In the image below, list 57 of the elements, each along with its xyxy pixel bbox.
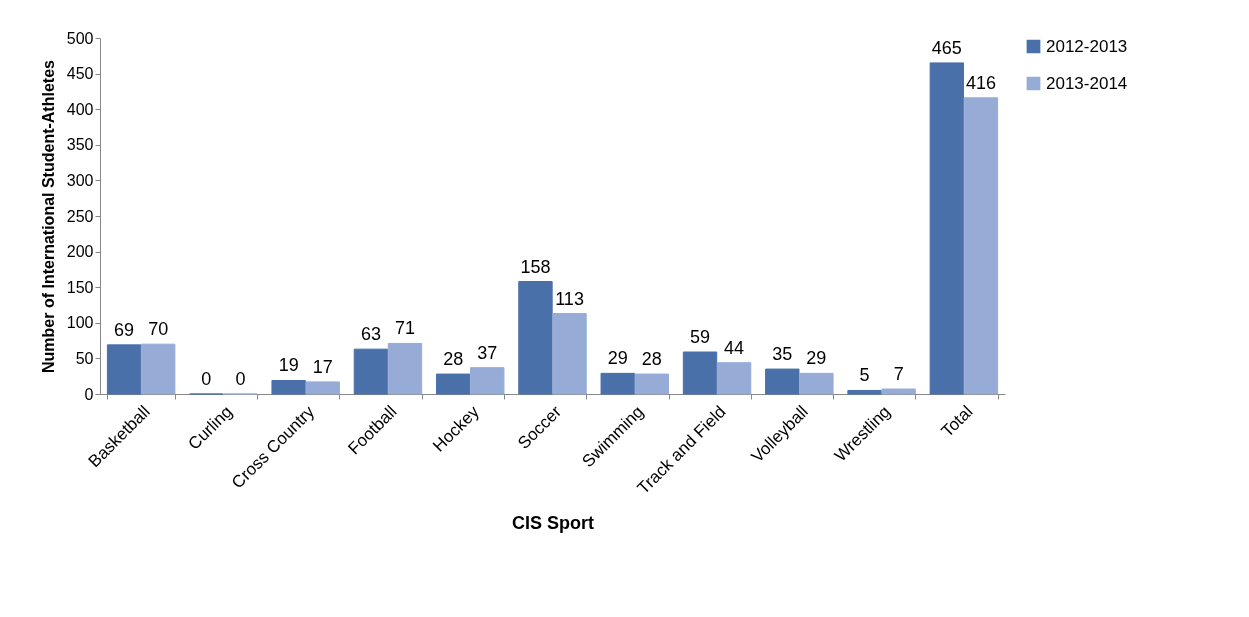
bar — [518, 281, 553, 395]
data-label: 71 — [394, 318, 416, 339]
y-tick-label: 350 — [66, 136, 94, 154]
y-tick-label: 50 — [75, 349, 94, 367]
data-label: 63 — [360, 324, 381, 345]
data-label: 7 — [893, 364, 904, 385]
bar — [682, 351, 718, 395]
data-label: 0 — [201, 369, 212, 389]
y-tick-label: 0 — [84, 385, 94, 403]
bar — [634, 373, 669, 395]
y-tick-label: 250 — [66, 207, 94, 225]
bar — [140, 343, 176, 395]
bar — [436, 373, 471, 395]
bar — [881, 388, 916, 395]
bar — [799, 372, 834, 395]
data-label: 29 — [806, 348, 827, 369]
x-axis-title: CIS Sport — [511, 513, 595, 534]
bar — [387, 342, 423, 395]
y-tick-label: 300 — [66, 171, 94, 189]
data-label: 158 — [520, 256, 551, 277]
legend-label: 2012-2013 — [1046, 36, 1128, 56]
y-tick-label: 100 — [66, 314, 94, 332]
y-tick-label: 400 — [66, 100, 94, 118]
y-tick-label: 200 — [66, 243, 94, 261]
data-label: 69 — [114, 319, 135, 340]
data-label: 44 — [724, 337, 745, 358]
bar — [552, 313, 587, 395]
data-label: 28 — [443, 349, 464, 370]
bar — [470, 367, 505, 395]
data-label: 5 — [859, 365, 870, 386]
bar — [929, 62, 965, 395]
y-tick-label: 150 — [66, 278, 94, 296]
data-label: 37 — [477, 342, 498, 363]
bar — [716, 362, 752, 395]
data-label: 28 — [641, 349, 662, 370]
bar — [600, 372, 635, 395]
legend-label: 2013-2014 — [1046, 73, 1128, 93]
bar — [765, 368, 800, 395]
bar — [353, 348, 389, 395]
data-label: 35 — [772, 344, 793, 365]
bar — [271, 379, 306, 395]
data-label: 19 — [278, 355, 299, 376]
data-label: 113 — [555, 288, 584, 309]
data-label: 59 — [689, 326, 711, 347]
y-axis-title: Number of International Student-Athletes — [39, 59, 57, 373]
y-tick-label: 500 — [66, 29, 94, 47]
bar — [305, 381, 340, 395]
data-label: 29 — [607, 348, 628, 369]
data-label: 70 — [148, 319, 169, 340]
data-label: 17 — [312, 356, 333, 377]
data-label: 416 — [965, 72, 996, 93]
data-label: 0 — [235, 369, 246, 389]
bar — [847, 389, 882, 395]
bar — [963, 97, 999, 395]
y-tick-label: 450 — [66, 65, 94, 83]
bar — [106, 344, 142, 395]
data-label: 465 — [931, 37, 962, 58]
